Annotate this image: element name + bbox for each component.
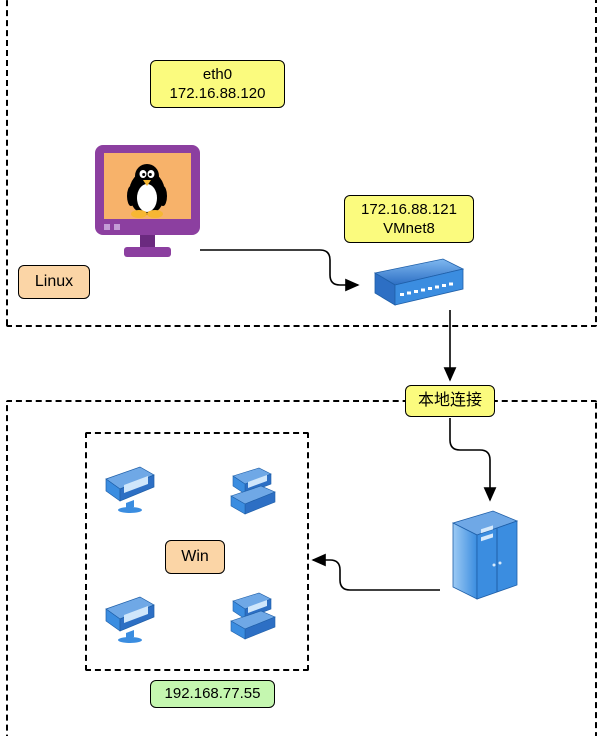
label-vmnet8-line2: VMnet8 — [353, 219, 465, 239]
label-win-text: Win — [174, 547, 216, 568]
label-local-connection: 本地连接 — [405, 385, 495, 417]
label-bottom-ip-text: 192.168.77.55 — [159, 684, 266, 704]
pc-nw-icon — [100, 455, 160, 515]
pc-sw-icon — [100, 585, 160, 645]
label-linux-text: Linux — [27, 272, 81, 293]
label-eth0-line2: 172.16.88.120 — [159, 84, 276, 104]
label-vmnet8-line1: 172.16.88.121 — [353, 200, 465, 220]
switch-icon — [365, 255, 465, 315]
label-eth0: eth0 172.16.88.120 — [150, 60, 285, 108]
server-icon — [445, 505, 525, 605]
pc-se-icon — [225, 585, 280, 640]
label-vmnet8: 172.16.88.121 VMnet8 — [344, 195, 474, 243]
linux-monitor-icon — [90, 140, 205, 265]
label-eth0-line1: eth0 — [159, 65, 276, 85]
label-win: Win — [165, 540, 225, 574]
pc-ne-icon — [225, 460, 280, 515]
label-bottom-ip: 192.168.77.55 — [150, 680, 275, 708]
label-local-connection-text: 本地连接 — [414, 391, 486, 412]
label-linux: Linux — [18, 265, 90, 299]
